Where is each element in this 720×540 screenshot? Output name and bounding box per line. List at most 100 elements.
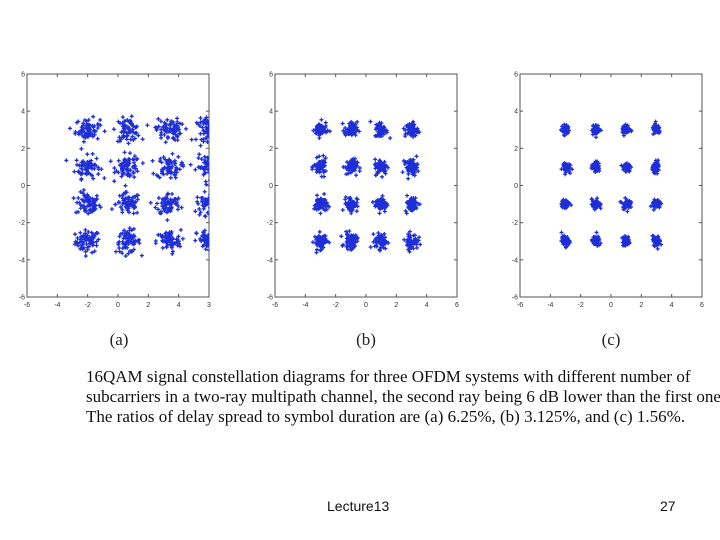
- constellation-point: [217, 125, 221, 129]
- constellation-point: [374, 240, 379, 245]
- constellation-point: [133, 166, 138, 171]
- constellation-point: [124, 241, 129, 246]
- figure-caption: 16QAM signal constellation diagrams for …: [86, 367, 720, 427]
- constellation-point: [218, 132, 222, 136]
- constellation-point: [210, 244, 214, 248]
- constellation-point: [211, 168, 215, 172]
- constellation-point: [379, 234, 384, 239]
- constellation-point: [131, 204, 136, 209]
- x-tick-label: -2: [333, 302, 339, 309]
- constellation-point: [377, 211, 382, 216]
- constellation-point: [93, 129, 98, 134]
- constellation-point: [342, 129, 347, 134]
- constellation-point: [325, 203, 330, 208]
- y-tick-label: 6: [21, 72, 25, 79]
- constellation-point: [385, 165, 390, 170]
- constellation-point: [653, 119, 658, 124]
- constellation-point: [181, 162, 186, 167]
- constellation-point: [85, 247, 90, 252]
- constellation-point: [93, 162, 98, 167]
- constellation-point: [169, 161, 174, 166]
- constellation-point: [165, 218, 170, 223]
- constellation-point: [213, 126, 217, 130]
- constellation-point: [84, 119, 89, 124]
- constellation-plot-c: -6 -4 -2 0 2 4 6 6 4 2 0 -2 -4 -6: [512, 72, 704, 310]
- constellation-point: [654, 238, 659, 243]
- constellation-point: [153, 241, 158, 246]
- constellation-point: [130, 236, 135, 241]
- footer-page-number: 27: [660, 498, 676, 514]
- constellation-point: [201, 230, 206, 235]
- constellation-point: [417, 130, 422, 135]
- constellation-point: [167, 157, 172, 162]
- y-tick-label: -6: [512, 295, 518, 302]
- constellation-point: [86, 244, 91, 249]
- constellation-point: [353, 161, 358, 166]
- constellation-point: [108, 159, 113, 164]
- panel-label-c: (c): [601, 330, 621, 349]
- constellation-point: [212, 162, 216, 166]
- y-tick-label: 6: [269, 72, 273, 79]
- constellation-point: [416, 238, 421, 243]
- constellation-point: [414, 242, 419, 247]
- constellation-point: [122, 119, 127, 124]
- constellation-point: [215, 236, 219, 240]
- constellation-point: [128, 168, 133, 173]
- constellation-point: [180, 236, 185, 241]
- constellation-point: [200, 244, 205, 249]
- constellation-point: [170, 164, 175, 169]
- constellation-point: [116, 119, 121, 124]
- constellation-point: [129, 114, 134, 119]
- constellation-point: [375, 170, 380, 175]
- constellation-point: [318, 244, 323, 249]
- constellation-point: [410, 240, 415, 245]
- constellation-point: [354, 163, 359, 168]
- constellation-point: [120, 115, 125, 120]
- constellation-point: [412, 122, 417, 127]
- constellation-point: [123, 204, 128, 209]
- constellation-point: [409, 197, 414, 202]
- constellation-point: [355, 128, 360, 133]
- constellation-point: [117, 234, 122, 239]
- constellation-point: [410, 165, 415, 170]
- constellation-point: [344, 232, 349, 237]
- constellation-point: [116, 199, 121, 204]
- constellation-point: [75, 162, 80, 167]
- constellation-point: [203, 247, 208, 252]
- constellation-point: [316, 237, 321, 242]
- constellation-point: [627, 240, 632, 245]
- constellation-point: [214, 119, 218, 123]
- constellation-point: [193, 238, 198, 243]
- constellation-point: [405, 242, 410, 247]
- x-tick-label: 4: [425, 302, 429, 309]
- constellation-point: [208, 193, 209, 196]
- constellation-point: [130, 157, 135, 162]
- constellation-point: [203, 213, 208, 218]
- constellation-point: [94, 156, 99, 161]
- constellation-point: [83, 237, 88, 242]
- x-tick-label: 6: [455, 302, 459, 309]
- constellation-point: [167, 170, 172, 175]
- constellation-point: [212, 167, 216, 171]
- constellation-point: [81, 139, 86, 144]
- constellation-point: [140, 137, 145, 142]
- constellation-point: [655, 203, 660, 208]
- constellation-point: [178, 244, 183, 249]
- constellation-point: [94, 230, 99, 235]
- constellation-point: [659, 242, 664, 247]
- constellation-point: [118, 205, 123, 210]
- constellation-point: [156, 116, 161, 121]
- constellation-point: [629, 199, 634, 204]
- constellation-point: [345, 242, 350, 247]
- constellation-point: [626, 201, 631, 206]
- constellation-point: [208, 169, 209, 171]
- constellation-point: [120, 239, 125, 244]
- constellation-point: [161, 125, 166, 130]
- constellation-point: [162, 132, 167, 137]
- y-tick-label: 2: [514, 146, 518, 153]
- constellation-point: [209, 165, 213, 169]
- constellation-point: [212, 133, 216, 137]
- constellation-point: [325, 128, 330, 133]
- constellation-point: [140, 161, 145, 166]
- constellation-point: [214, 122, 218, 126]
